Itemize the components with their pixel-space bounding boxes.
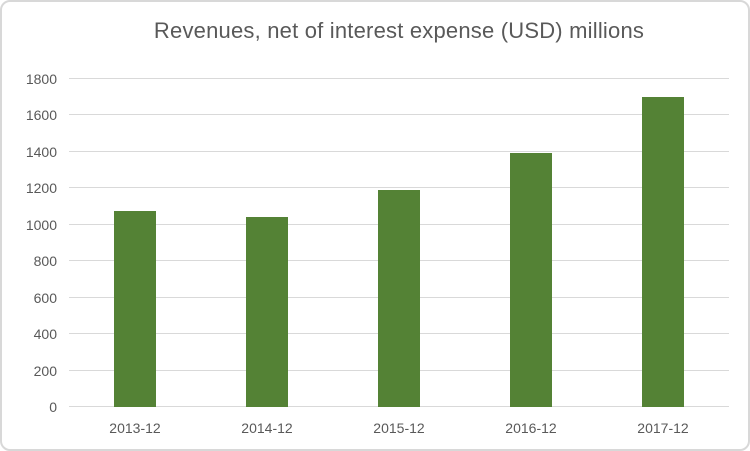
y-axis-tick-label: 1000 xyxy=(25,216,57,233)
x-axis-tick-label: 2016-12 xyxy=(505,420,557,436)
y-axis-tick-label: 1600 xyxy=(25,107,57,124)
gridline xyxy=(69,78,729,79)
y-axis-tick-label: 1200 xyxy=(25,180,57,197)
gridline xyxy=(69,114,729,116)
x-axis-tick-label: 2013-12 xyxy=(109,420,161,436)
bars xyxy=(69,79,729,407)
chart-title: Revenues, net of interest expense (USD) … xyxy=(153,18,645,43)
gridline xyxy=(69,187,729,189)
bar-slot xyxy=(333,79,465,407)
bar-2015-12 xyxy=(378,190,420,407)
x-axis-tick-label: 2015-12 xyxy=(373,420,425,436)
bar-slot xyxy=(465,79,597,407)
y-axis-tick-label: 600 xyxy=(33,289,57,306)
bar-2013-12 xyxy=(114,211,156,407)
y-axis-tick-label: 0 xyxy=(49,399,57,415)
x-axis-tick-label: 2017-12 xyxy=(637,420,689,436)
bar-2016-12 xyxy=(510,152,552,407)
bar-slot xyxy=(69,79,201,407)
gridline xyxy=(69,150,729,152)
x-axis-tick-label: 2014-12 xyxy=(241,420,293,436)
y-axis-tick-label: 1800 xyxy=(25,71,57,87)
bar-2014-12 xyxy=(246,216,288,407)
y-axis-tick-label: 1400 xyxy=(25,143,57,160)
y-axis-tick-label: 800 xyxy=(33,253,57,270)
y-axis: 0 200 400 600 800 1000 1200 1400 1600 1800 xyxy=(2,72,57,414)
bar-slot xyxy=(597,79,729,407)
y-axis-tick-label: 400 xyxy=(33,326,57,343)
bar-2017-12 xyxy=(642,97,684,407)
y-axis-tick-label: 200 xyxy=(33,362,57,379)
bar-slot xyxy=(201,79,333,407)
x-axis: 2013-12 2014-12 2015-12 2016-12 2017-12 xyxy=(69,407,729,436)
plot-area xyxy=(69,78,729,407)
